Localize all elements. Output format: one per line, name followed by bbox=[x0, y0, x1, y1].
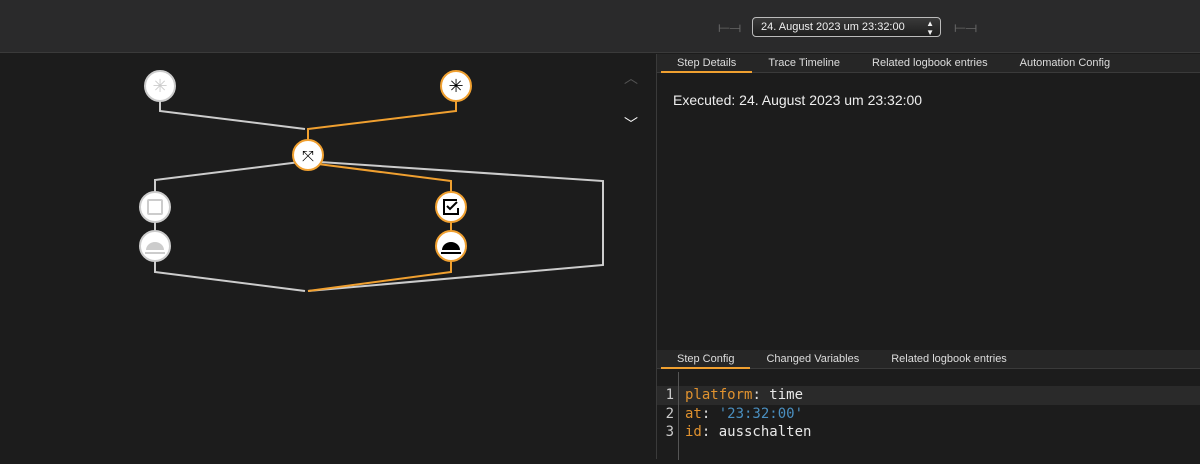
node-trigger-2[interactable]: ✳ bbox=[440, 70, 472, 102]
asterisk-icon: ✳ bbox=[448, 76, 463, 96]
yaml-value: ausschalten bbox=[718, 424, 812, 440]
yaml-value: '23:32:00' bbox=[718, 405, 804, 422]
config-tabs: Step Config Changed Variables Related lo… bbox=[657, 350, 1200, 369]
tab-related-logbook[interactable]: Related logbook entries bbox=[872, 57, 988, 69]
edge-active bbox=[317, 163, 452, 192]
line-number: 1 bbox=[657, 386, 679, 405]
checkbox-marked-icon bbox=[446, 201, 458, 211]
executed-text: Executed: 24. August 2023 um 23:32:00 bbox=[673, 92, 923, 108]
code-line: 2 at: '23:32:00' bbox=[657, 404, 1200, 423]
room-service-icon bbox=[441, 242, 461, 254]
tab-step-config[interactable]: Step Config bbox=[661, 350, 751, 369]
edge bbox=[307, 161, 604, 292]
call-split-icon: ⤧ bbox=[302, 148, 314, 165]
details-tabs: Step Details Trace Timeline Related logb… bbox=[657, 54, 1200, 73]
yaml-value: time bbox=[769, 387, 804, 403]
chevron-up-icon[interactable]: ︿ bbox=[624, 70, 638, 86]
code-line: 3 id: ausschalten bbox=[657, 423, 1200, 442]
edge-active bbox=[307, 261, 452, 292]
tab-trace-timeline[interactable]: Trace Timeline bbox=[768, 57, 841, 69]
code-line: 1 platform: time bbox=[657, 386, 1200, 405]
tab-changed-variables[interactable]: Changed Variables bbox=[766, 353, 860, 365]
gutter bbox=[657, 441, 679, 460]
yaml-key: id bbox=[685, 424, 702, 440]
graph-svg: ✳ ✳ ⤧ bbox=[139, 70, 604, 292]
edge bbox=[159, 101, 306, 130]
tab-related-logbook-config[interactable]: Related logbook entries bbox=[891, 353, 1007, 365]
node-action-1[interactable] bbox=[139, 230, 171, 262]
edge bbox=[154, 261, 306, 292]
asterisk-icon: ✳ bbox=[152, 76, 167, 96]
header: ⟝⟞ 24. August 2023 um 23:32:00 ▲ ▼ ⟝⟞ bbox=[0, 0, 1200, 53]
tab-automation-config[interactable]: Automation Config bbox=[1019, 57, 1111, 69]
node-choose[interactable]: ⤧ bbox=[292, 139, 324, 171]
edge-active bbox=[307, 101, 457, 140]
node-condition-1[interactable] bbox=[139, 191, 171, 223]
room-service-icon bbox=[145, 242, 165, 254]
yaml-key: at bbox=[685, 405, 702, 422]
edge bbox=[154, 161, 301, 192]
next-step-icon[interactable]: ⟝⟞ bbox=[954, 19, 978, 35]
line-number: 2 bbox=[657, 404, 679, 423]
line-number: 3 bbox=[657, 423, 679, 442]
node-action-2[interactable] bbox=[435, 230, 467, 262]
tab-step-details[interactable]: Step Details bbox=[661, 54, 753, 73]
gutter bbox=[657, 372, 679, 386]
node-condition-2[interactable] bbox=[435, 191, 467, 223]
chevron-down-icon[interactable]: ﹀ bbox=[624, 116, 638, 132]
previous-step-icon[interactable]: ⟝⟞ bbox=[718, 19, 742, 35]
yaml-key: platform bbox=[685, 387, 753, 403]
trace-graph: ✳ ✳ ⤧ ︿ ﹀ bbox=[0, 54, 656, 459]
select-arrows-icon: ▲ ▼ bbox=[926, 19, 934, 37]
panel-divider[interactable] bbox=[656, 54, 657, 459]
config-editor[interactable]: 1 platform: time 2 at: '23:32:00' 3 id: aus… bbox=[657, 372, 1200, 460]
trace-date-select[interactable]: 24. August 2023 um 23:32:00 ▲ ▼ bbox=[752, 17, 941, 37]
trace-date-value: 24. August 2023 um 23:32:00 bbox=[761, 21, 905, 33]
checkbox-blank-icon bbox=[147, 199, 163, 215]
node-trigger-1[interactable]: ✳ bbox=[144, 70, 176, 102]
